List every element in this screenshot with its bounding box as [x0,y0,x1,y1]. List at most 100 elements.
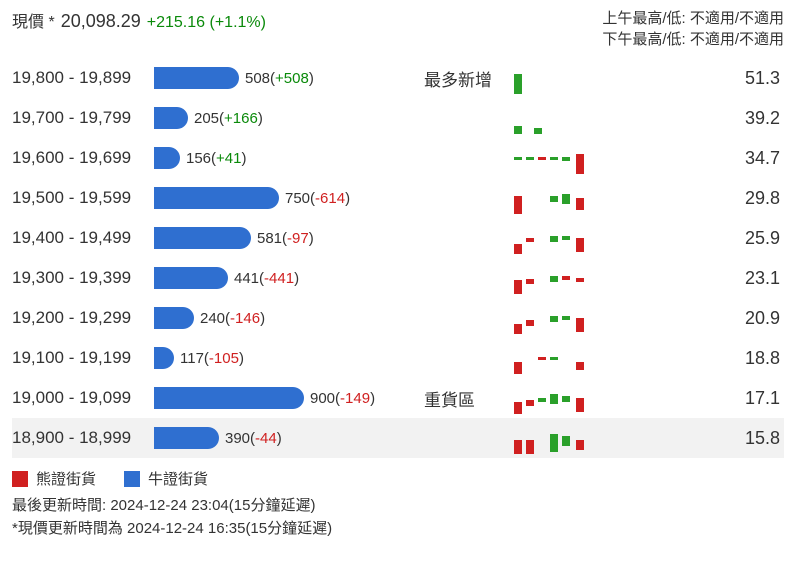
bar-value: 900(-149) [310,390,375,407]
price-range: 19,000 - 19,099 [12,388,154,408]
candle [562,276,570,280]
price-range: 19,800 - 19,899 [12,68,154,88]
footer: 最後更新時間: 2024-12-24 23:04(15分鐘延遲) *現價更新時間… [12,495,784,540]
candle [576,318,584,332]
bar-cell: 390(-44) [154,427,424,449]
bar-cell: 240(-146) [154,307,424,329]
bar-value: 441(-441) [234,270,299,287]
candle [576,398,584,412]
candle-chart [514,142,674,174]
candle [514,74,522,94]
bar-value: 750(-614) [285,190,350,207]
candle [576,154,584,174]
candle [550,157,558,160]
bull-swatch-icon [124,471,140,487]
bar-cell: 900(-149) [154,387,424,409]
right-value: 39.2 [674,108,784,129]
bar-value: 117(-105) [180,350,244,367]
candle-chart [514,382,674,414]
volume-bar [154,267,228,289]
right-value: 17.1 [674,388,784,409]
candle [514,280,522,294]
price-range: 18,900 - 18,999 [12,428,154,448]
price-range: 19,600 - 19,699 [12,148,154,168]
candle [514,440,522,454]
candle [514,157,522,160]
am-high-low: 上午最高/低: 不適用/不適用 [602,8,784,29]
volume-bar [154,347,174,369]
candle [576,362,584,370]
candle [526,440,534,454]
bar-value: 156(+41) [186,150,246,167]
data-rows: 19,800 - 19,899508(+508)最多新增51.319,700 -… [12,58,784,458]
candle-chart [514,62,674,94]
right-value: 15.8 [674,428,784,449]
bar-cell: 750(-614) [154,187,424,209]
bar-value: 390(-44) [225,430,282,447]
bar-cell: 508(+508) [154,67,424,89]
candle [576,440,584,450]
header: 現價 * 20,098.29 +215.16 (+1.1%) 上午最高/低: 不… [12,8,784,50]
bar-cell: 205(+166) [154,107,424,129]
table-row: 19,300 - 19,399441(-441)23.1 [12,258,784,298]
candle [526,320,534,326]
volume-bar [154,387,304,409]
candle [514,126,522,134]
header-right: 上午最高/低: 不適用/不適用 下午最高/低: 不適用/不適用 [602,8,784,50]
candle-chart [514,182,674,214]
bar-value: 508(+508) [245,70,314,87]
price-value: 20,098.29 [61,11,141,32]
candle [576,198,584,210]
candle [538,357,546,360]
candle [514,244,522,254]
candle [562,157,570,161]
table-row: 19,700 - 19,799205(+166)39.2 [12,98,784,138]
price-update-note: *現價更新時間為 2024-12-24 16:35(15分鐘延遲) [12,518,784,541]
right-value: 20.9 [674,308,784,329]
legend-bull: 牛證街貨 [124,468,208,489]
price-range: 19,100 - 19,199 [12,348,154,368]
right-value: 18.8 [674,348,784,369]
candle-chart [514,102,674,134]
candle-chart [514,302,674,334]
price-range: 19,200 - 19,299 [12,308,154,328]
candle [550,316,558,322]
candle [526,400,534,406]
row-tag: 最多新增 [424,66,514,91]
legend-bull-label: 牛證街貨 [148,468,208,489]
bar-cell: 117(-105) [154,347,424,369]
table-row: 19,500 - 19,599750(-614)29.8 [12,178,784,218]
candle [550,236,558,242]
candle [526,279,534,284]
legend-bear: 熊證街貨 [12,468,96,489]
candle [562,194,570,204]
bar-value: 205(+166) [194,110,263,127]
price-label: 現價 * [12,8,55,32]
candle-chart [514,422,674,454]
candle-chart [514,342,674,374]
right-value: 25.9 [674,228,784,249]
candle [538,398,546,402]
table-row: 19,600 - 19,699156(+41)34.7 [12,138,784,178]
candle [538,157,546,160]
bear-swatch-icon [12,471,28,487]
price-range: 19,300 - 19,399 [12,268,154,288]
table-row: 18,900 - 18,999 390(-44) 15.8 [12,418,784,458]
candle [514,362,522,374]
row-tag: 重貨區 [424,386,514,411]
table-row: 19,100 - 19,199 117(-105) 18.8 [12,338,784,378]
right-value: 29.8 [674,188,784,209]
legend-bear-label: 熊證街貨 [36,468,96,489]
candle-chart [514,262,674,294]
price-change: +215.16 (+1.1%) [147,14,266,32]
candle [550,276,558,282]
candle [550,196,558,202]
candle [562,316,570,320]
volume-bar [154,307,194,329]
table-row: 19,000 - 19,099 900(-149) 重貨區 17.1 [12,378,784,418]
bar-cell: 581(-97) [154,227,424,249]
candle [550,434,558,452]
volume-bar [154,227,251,249]
candle [514,324,522,334]
price-range: 19,400 - 19,499 [12,228,154,248]
